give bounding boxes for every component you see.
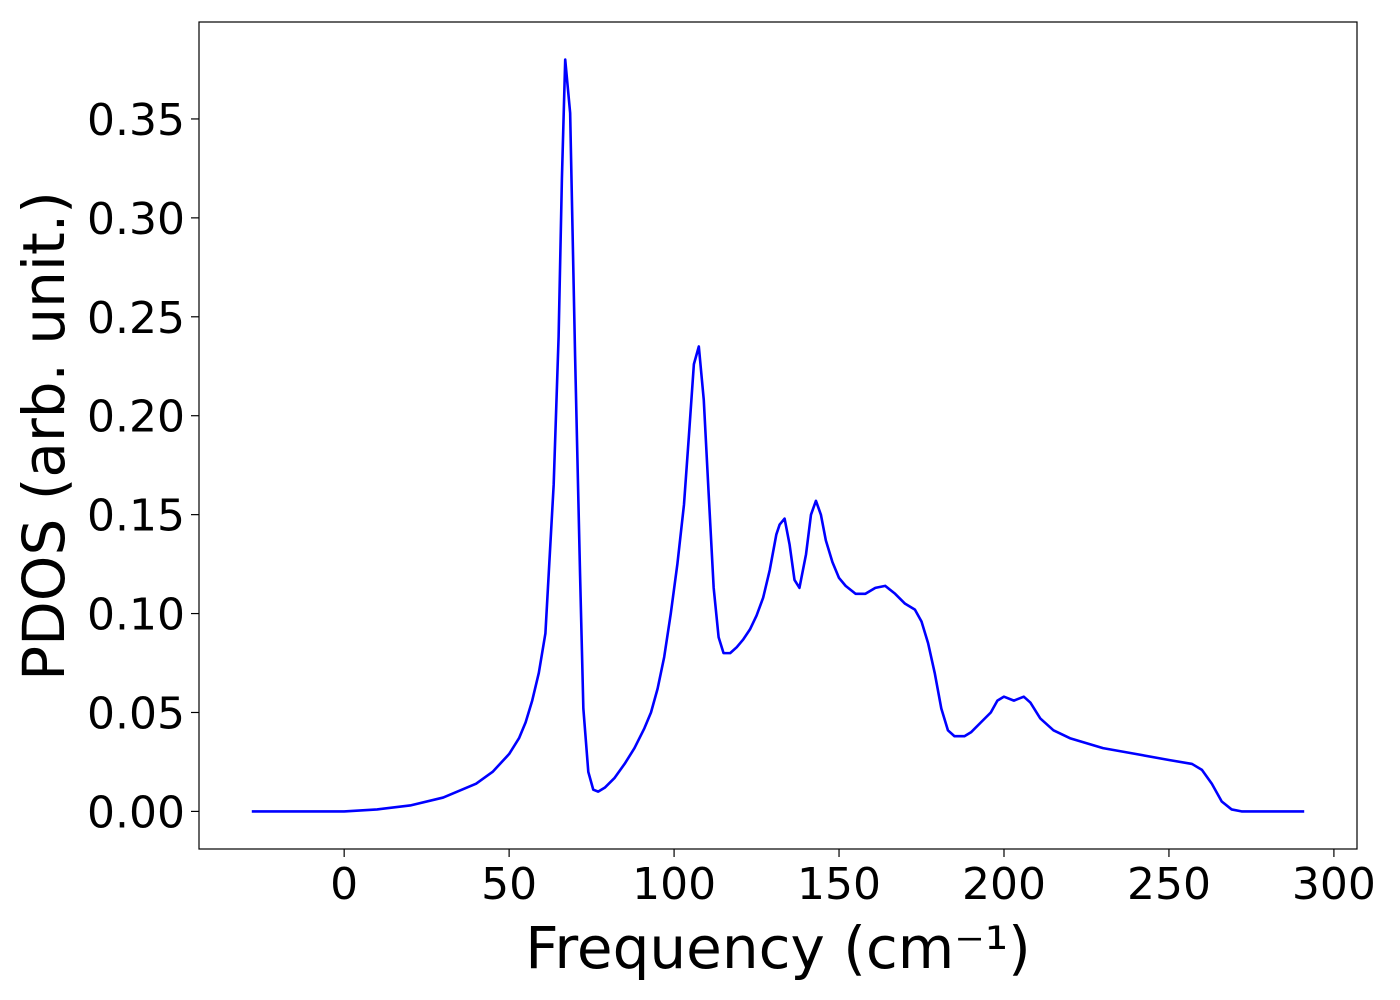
y-axis-label: PDOS (arb. unit.) [10, 191, 78, 681]
y-tick-label: 0.20 [87, 392, 185, 443]
y-tick-label: 0.35 [87, 95, 185, 146]
y-tick-label: 0.25 [87, 293, 185, 344]
x-tick-label: 100 [632, 859, 716, 910]
plot-frame [198, 21, 1358, 850]
x-tick-label: 300 [1292, 859, 1376, 910]
x-tick-label: 200 [962, 859, 1046, 910]
data-line [251, 58, 1305, 813]
y-tick-label: 0.10 [87, 590, 185, 641]
x-tick-label: 50 [481, 859, 537, 910]
x-tick-label: 0 [330, 859, 358, 910]
y-tick-label: 0.05 [87, 688, 185, 739]
y-tick-label: 0.30 [87, 194, 185, 245]
y-tick-label: 0.15 [87, 491, 185, 542]
y-tick-label: 0.00 [87, 787, 185, 838]
x-axis-label: Frequency (cm⁻¹) [525, 914, 1031, 982]
x-tick-label: 250 [1127, 859, 1211, 910]
x-tick-label: 150 [797, 859, 881, 910]
